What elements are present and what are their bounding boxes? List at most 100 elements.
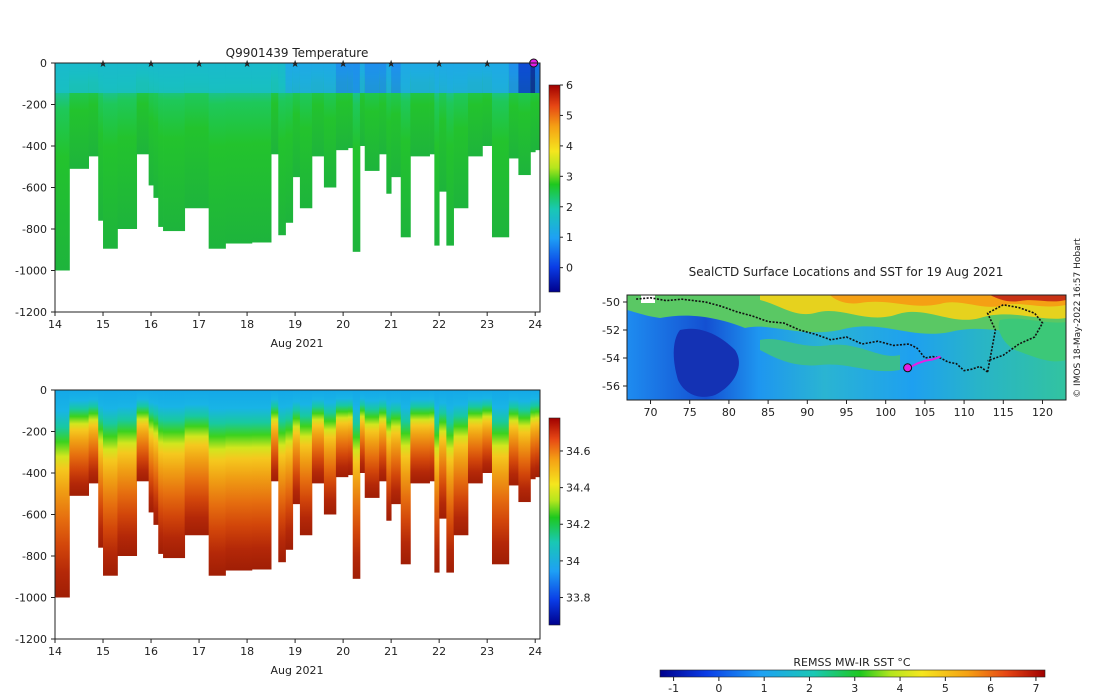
y-tick-label: -400 xyxy=(22,140,47,153)
profile-markers: ★ ★ ★ ★ ★ ★ ★ ★ ★ xyxy=(99,58,539,70)
y-tick-label: -1200 xyxy=(15,306,47,319)
x-tick-label: 24 xyxy=(528,645,542,658)
sst-colorbar-tick-label: 6 xyxy=(987,682,994,695)
salinity-profile-columns xyxy=(55,390,540,598)
colorbar-tick-label: 2 xyxy=(566,201,573,214)
temperature-surface-layer xyxy=(55,63,70,93)
temperature-profile-column xyxy=(429,63,435,155)
temperature-profile-column xyxy=(535,63,540,151)
map-title: SealCTD Surface Locations and SST for 19… xyxy=(689,265,1004,279)
temperature-surface-layer xyxy=(117,63,138,93)
colorbar-tick-label: 5 xyxy=(566,109,573,122)
temperature-surface-layer xyxy=(439,63,447,93)
map-y-tick-label: -56 xyxy=(602,380,620,393)
temperature-profile-column xyxy=(434,63,440,246)
salinity-profile-column xyxy=(323,390,337,515)
temperature-surface-layer xyxy=(292,63,301,93)
temperature-profile-column xyxy=(386,63,392,194)
sst-colorbar-tick-label: 1 xyxy=(761,682,768,695)
map-x-tick-label: 90 xyxy=(800,406,814,419)
salinity-y-ticks: 0 -200 -400 -600 -800 -1000 -1200 xyxy=(15,384,55,646)
temperature-profile-column xyxy=(251,63,272,243)
land-patch-west xyxy=(641,295,655,303)
profile-marker: ★ xyxy=(387,59,396,70)
salinity-profile-column xyxy=(508,390,519,486)
x-tick-label: 24 xyxy=(528,318,542,331)
x-tick-label: 21 xyxy=(384,318,398,331)
sst-colorbar-tick-label: 0 xyxy=(715,682,722,695)
temperature-profile-column xyxy=(508,63,519,159)
sst-cold-pool xyxy=(673,328,739,397)
temperature-profile-column xyxy=(153,63,159,198)
temperature-surface-layer xyxy=(163,63,186,93)
map-x-tick-label: 70 xyxy=(644,406,658,419)
temperature-surface-layer xyxy=(225,63,253,93)
colorbar-tick-label: 6 xyxy=(566,79,573,92)
salinity-profile-column xyxy=(352,390,361,579)
y-tick-label: -600 xyxy=(22,182,47,195)
salinity-profile-column xyxy=(278,390,286,563)
temperature-profile-column xyxy=(158,63,164,227)
salinity-profile-column xyxy=(439,390,447,519)
salinity-profile-column xyxy=(429,390,435,482)
temperature-surface-layer xyxy=(271,63,279,93)
sst-colorbar-tick-label: 2 xyxy=(806,682,813,695)
colorbar-tick-label: 0 xyxy=(566,262,573,275)
sst-field xyxy=(627,295,1066,400)
salinity-profile-column xyxy=(311,390,325,484)
salinity-profile-column xyxy=(158,390,164,554)
sst-colorbar-tick-label: -1 xyxy=(668,682,679,695)
temperature-profile-column xyxy=(323,63,337,188)
temperature-profile-column xyxy=(359,63,366,146)
x-tick-label: 14 xyxy=(48,318,62,331)
x-tick-label: 23 xyxy=(480,318,494,331)
profile-marker: ★ xyxy=(483,59,492,70)
temperature-surface-layer xyxy=(136,63,150,93)
sst-colorbar-tick-label: 7 xyxy=(1032,682,1039,695)
map-x-ticks: 70 75 80 85 90 95 100 105 110 115 120 xyxy=(644,400,1053,419)
temperature-surface-layer xyxy=(148,63,154,93)
temperature-surface-layer xyxy=(103,63,118,93)
x-tick-label: 22 xyxy=(432,318,446,331)
x-tick-label: 19 xyxy=(288,318,302,331)
sst-map: SealCTD Surface Locations and SST for 19… xyxy=(602,265,1067,695)
temperature-colorbar xyxy=(548,84,561,293)
temperature-chart-title: Q9901439 Temperature xyxy=(226,46,369,60)
sst-mid-green-east xyxy=(998,318,1066,362)
temperature-profile-column xyxy=(98,63,104,221)
temperature-profile-column xyxy=(352,63,361,252)
salinity-colorbar-ticks: 34.6 34.4 34.2 34 33.8 xyxy=(560,445,591,605)
salinity-x-axis-label: Aug 2021 xyxy=(271,664,324,677)
temperature-surface-layer xyxy=(446,63,454,93)
salinity-profile-column xyxy=(410,390,430,484)
map-x-tick-label: 80 xyxy=(722,406,736,419)
temperature-surface-layer xyxy=(386,63,392,93)
salinity-profile-column xyxy=(225,390,253,571)
y-tick-label: -600 xyxy=(22,509,47,522)
temperature-surface-layer xyxy=(285,63,294,93)
salinity-profile-column xyxy=(285,390,294,550)
colorbar-tick-label: 33.8 xyxy=(566,592,591,605)
imos-credit: © IMOS 18-May-2022 16:57 Hobart xyxy=(1073,238,1083,398)
temperature-surface-layer xyxy=(518,63,531,93)
salinity-profile-column xyxy=(530,390,536,480)
salinity-profile-column xyxy=(453,390,469,536)
profile-marker: ★ xyxy=(435,59,444,70)
colorbar-tick-label: 34.6 xyxy=(566,445,591,458)
temperature-colorbar-ticks: 6 5 4 3 2 1 0 xyxy=(560,79,573,275)
temperature-profile-column xyxy=(439,63,447,192)
x-tick-label: 16 xyxy=(144,645,158,658)
salinity-profile-column xyxy=(400,390,411,565)
salinity-section-plot: 14 15 16 17 18 19 20 21 22 23 24 0 -200 -400 -600 -800… xyxy=(15,384,590,677)
profile-marker: ★ xyxy=(195,59,204,70)
x-tick-label: 21 xyxy=(384,645,398,658)
salinity-profile-column xyxy=(535,390,540,478)
temperature-surface-layer xyxy=(453,63,469,93)
temperature-profile-column xyxy=(292,63,301,178)
map-y-tick-label: -54 xyxy=(602,352,620,365)
temperature-surface-layer xyxy=(299,63,313,93)
temperature-profile-column xyxy=(379,63,387,155)
temperature-x-axis-label: Aug 2021 xyxy=(271,337,324,350)
colorbar-tick-label: 1 xyxy=(566,231,573,244)
map-x-tick-label: 100 xyxy=(875,406,896,419)
